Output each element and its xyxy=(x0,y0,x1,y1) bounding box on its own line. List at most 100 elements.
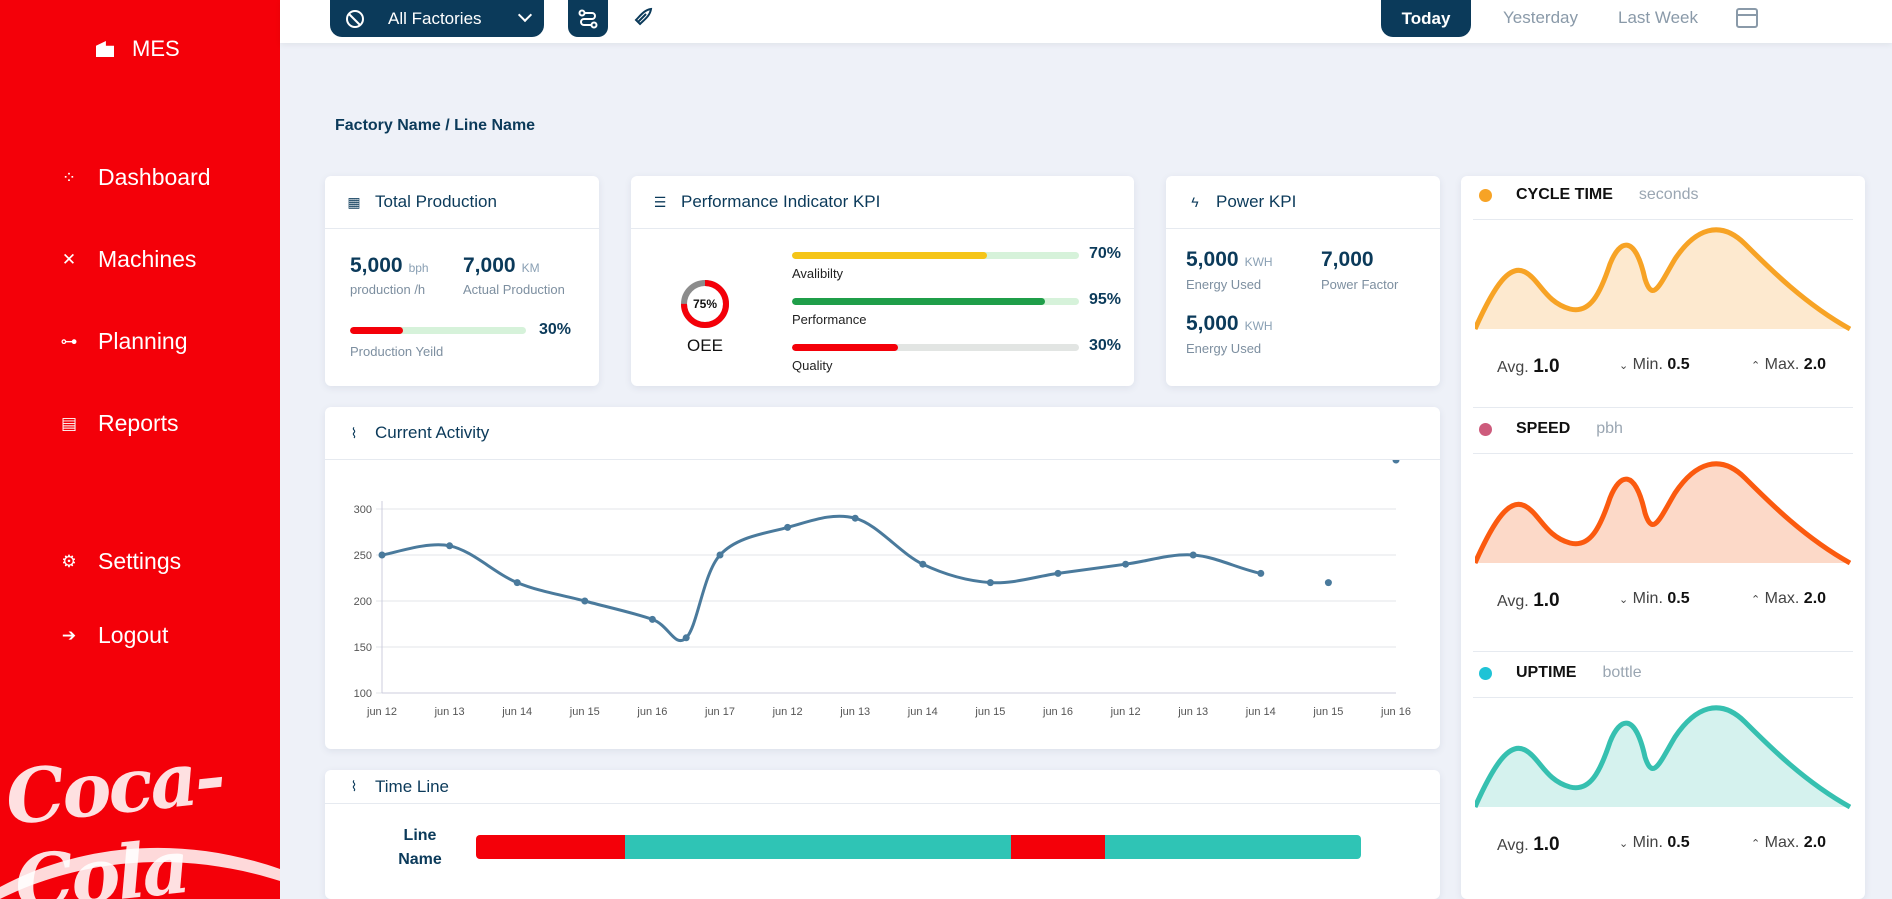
x-tick-label: jun 13 xyxy=(434,706,465,718)
calendar-icon[interactable] xyxy=(1736,8,1758,28)
activity-point[interactable] xyxy=(648,615,656,623)
timeline-bar[interactable] xyxy=(476,835,1361,859)
activity-point[interactable] xyxy=(716,551,724,559)
topbar: All Factories Today Yesterday Last Week xyxy=(280,0,1892,43)
sidebar-item-planning[interactable]: ⊶ Planning xyxy=(60,328,188,355)
sliders-icon: ☰ xyxy=(653,193,667,210)
metric-section: SPEED pbh Avg. 1.0 ⌄ Min. 0.5 ⌃ Max. 2.0 xyxy=(1461,410,1865,654)
logout-icon: ➔ xyxy=(61,625,77,645)
app-brand[interactable]: MES xyxy=(96,36,180,62)
metric-max-label: Max. xyxy=(1764,834,1800,851)
metric-max: ⌃ Max. 2.0 xyxy=(1751,590,1826,608)
production-value: 5,000 xyxy=(350,254,403,277)
metric-unit: bottle xyxy=(1602,664,1642,681)
chevron-up-icon: ⌃ xyxy=(1751,594,1761,606)
kpi-bar-label: Quality xyxy=(792,358,833,373)
current-activity-card: ⌇ Current Activity 100 150 200 250 300 jun 12… xyxy=(325,407,1440,749)
metric-max: ⌃ Max. 2.0 xyxy=(1751,356,1826,374)
activity-point[interactable] xyxy=(581,597,589,605)
tools-icon: ✕ xyxy=(61,249,77,269)
sidebar-item-machines[interactable]: ✕ Machines xyxy=(60,246,197,273)
metric-unit: seconds xyxy=(1638,186,1699,203)
activity-point[interactable] xyxy=(1122,560,1130,568)
energy-used-value: 5,000 xyxy=(1186,248,1239,271)
timeline-segment[interactable] xyxy=(1105,835,1361,859)
factory-select-value: All Factories xyxy=(388,8,482,28)
timeline-segment[interactable] xyxy=(1011,835,1106,859)
activity-point[interactable] xyxy=(986,579,994,587)
timeline-row-label: Line Name xyxy=(385,824,455,872)
power-factor-label: Power Factor xyxy=(1321,277,1399,292)
x-tick-label: jun 12 xyxy=(366,706,397,718)
activity-point[interactable] xyxy=(1392,460,1400,464)
metric-title: CYCLE TIME xyxy=(1516,186,1613,203)
timeline-row-label-line: Line xyxy=(403,827,437,844)
activity-icon: ⌇ xyxy=(350,778,358,794)
metric-avg: Avg. 1.0 xyxy=(1497,834,1560,856)
metric-section: UPTIME bottle Avg. 1.0 ⌄ Min. 0.5 ⌃ Max.… xyxy=(1461,654,1865,899)
activity-point[interactable] xyxy=(446,542,454,550)
kpi-bar-pct: 30% xyxy=(1089,337,1122,354)
y-tick-label: 300 xyxy=(354,504,372,516)
x-tick-label: jun 15 xyxy=(1312,706,1343,718)
power-factor-value: 7,000 xyxy=(1321,248,1374,271)
activity-point[interactable] xyxy=(919,560,927,568)
performance-kpi-card: ☰ Performance Indicator KPI 75% OEE 70% … xyxy=(631,176,1134,386)
kpi-bar-label: Performance xyxy=(792,312,867,327)
x-tick-label: jun 16 xyxy=(1380,706,1411,718)
oee-label: OEE xyxy=(687,336,723,355)
factory-select[interactable]: All Factories xyxy=(330,0,544,37)
activity-point[interactable] xyxy=(1189,551,1197,559)
report-icon: ▤ xyxy=(60,413,78,433)
production-yield-label: Production Yeild xyxy=(350,344,444,359)
range-today-button[interactable]: Today xyxy=(1381,0,1471,37)
metric-avg-value: 1.0 xyxy=(1533,834,1560,855)
sidebar-item-logout[interactable]: ➔ Logout xyxy=(60,622,168,649)
route-button[interactable] xyxy=(568,0,608,37)
activity-point[interactable] xyxy=(1324,579,1332,587)
card-title: Current Activity xyxy=(375,423,490,442)
activity-point[interactable] xyxy=(851,514,859,522)
x-tick-label: jun 16 xyxy=(636,706,667,718)
rocket-icon[interactable] xyxy=(632,6,654,34)
chevron-up-icon: ⌃ xyxy=(1751,838,1761,850)
sidebar-item-label: Dashboard xyxy=(98,164,211,190)
kpi-bar xyxy=(792,298,1079,305)
activity-point[interactable] xyxy=(1054,569,1062,577)
metric-avg-label: Avg. xyxy=(1497,593,1529,610)
timeline-segment[interactable] xyxy=(476,835,625,859)
range-yesterday-link[interactable]: Yesterday xyxy=(1503,8,1578,27)
sparkline-area xyxy=(1475,463,1850,563)
activity-point[interactable] xyxy=(378,551,386,559)
card-title: Performance Indicator KPI xyxy=(681,192,881,211)
kpi-bar xyxy=(792,344,1079,351)
route-icon xyxy=(578,9,598,28)
activity-point[interactable] xyxy=(784,523,792,531)
production-yield-bar xyxy=(350,327,526,334)
timeline-card: ⌇ Time Line Line Name xyxy=(325,770,1440,899)
lightning-icon: ϟ xyxy=(1191,194,1199,210)
energy-used-label-2: Energy Used xyxy=(1186,341,1262,356)
factory-icon xyxy=(96,41,114,57)
timeline-segment[interactable] xyxy=(624,835,1012,859)
metric-max-label: Max. xyxy=(1764,356,1800,373)
activity-series-line xyxy=(381,514,1262,642)
range-last-week-link[interactable]: Last Week xyxy=(1618,8,1699,27)
sidebar-item-dashboard[interactable]: ⁘ Dashboard xyxy=(60,164,211,191)
activity-point[interactable] xyxy=(682,634,690,642)
activity-point[interactable] xyxy=(1257,569,1265,577)
metric-min: ⌄ Min. 0.5 xyxy=(1619,590,1690,608)
activity-point[interactable] xyxy=(513,579,521,587)
energy-used-unit: KWH xyxy=(1244,255,1273,269)
sidebar-item-settings[interactable]: ⚙ Settings xyxy=(60,548,181,575)
oee-gauge-pct: 75% xyxy=(693,297,717,311)
x-tick-label: jun 14 xyxy=(907,706,938,718)
sidebar-item-reports[interactable]: ▤ Reports xyxy=(60,410,179,437)
chevron-down-icon: ⌄ xyxy=(1619,594,1629,606)
actual-production-value: 7,000 xyxy=(463,254,516,277)
production-yield-pct: 30% xyxy=(539,321,572,338)
x-tick-label: jun 17 xyxy=(704,706,735,718)
flow-icon: ⊶ xyxy=(60,331,78,351)
sidebar-item-label: Planning xyxy=(98,328,188,354)
metric-min: ⌄ Min. 0.5 xyxy=(1619,834,1690,852)
